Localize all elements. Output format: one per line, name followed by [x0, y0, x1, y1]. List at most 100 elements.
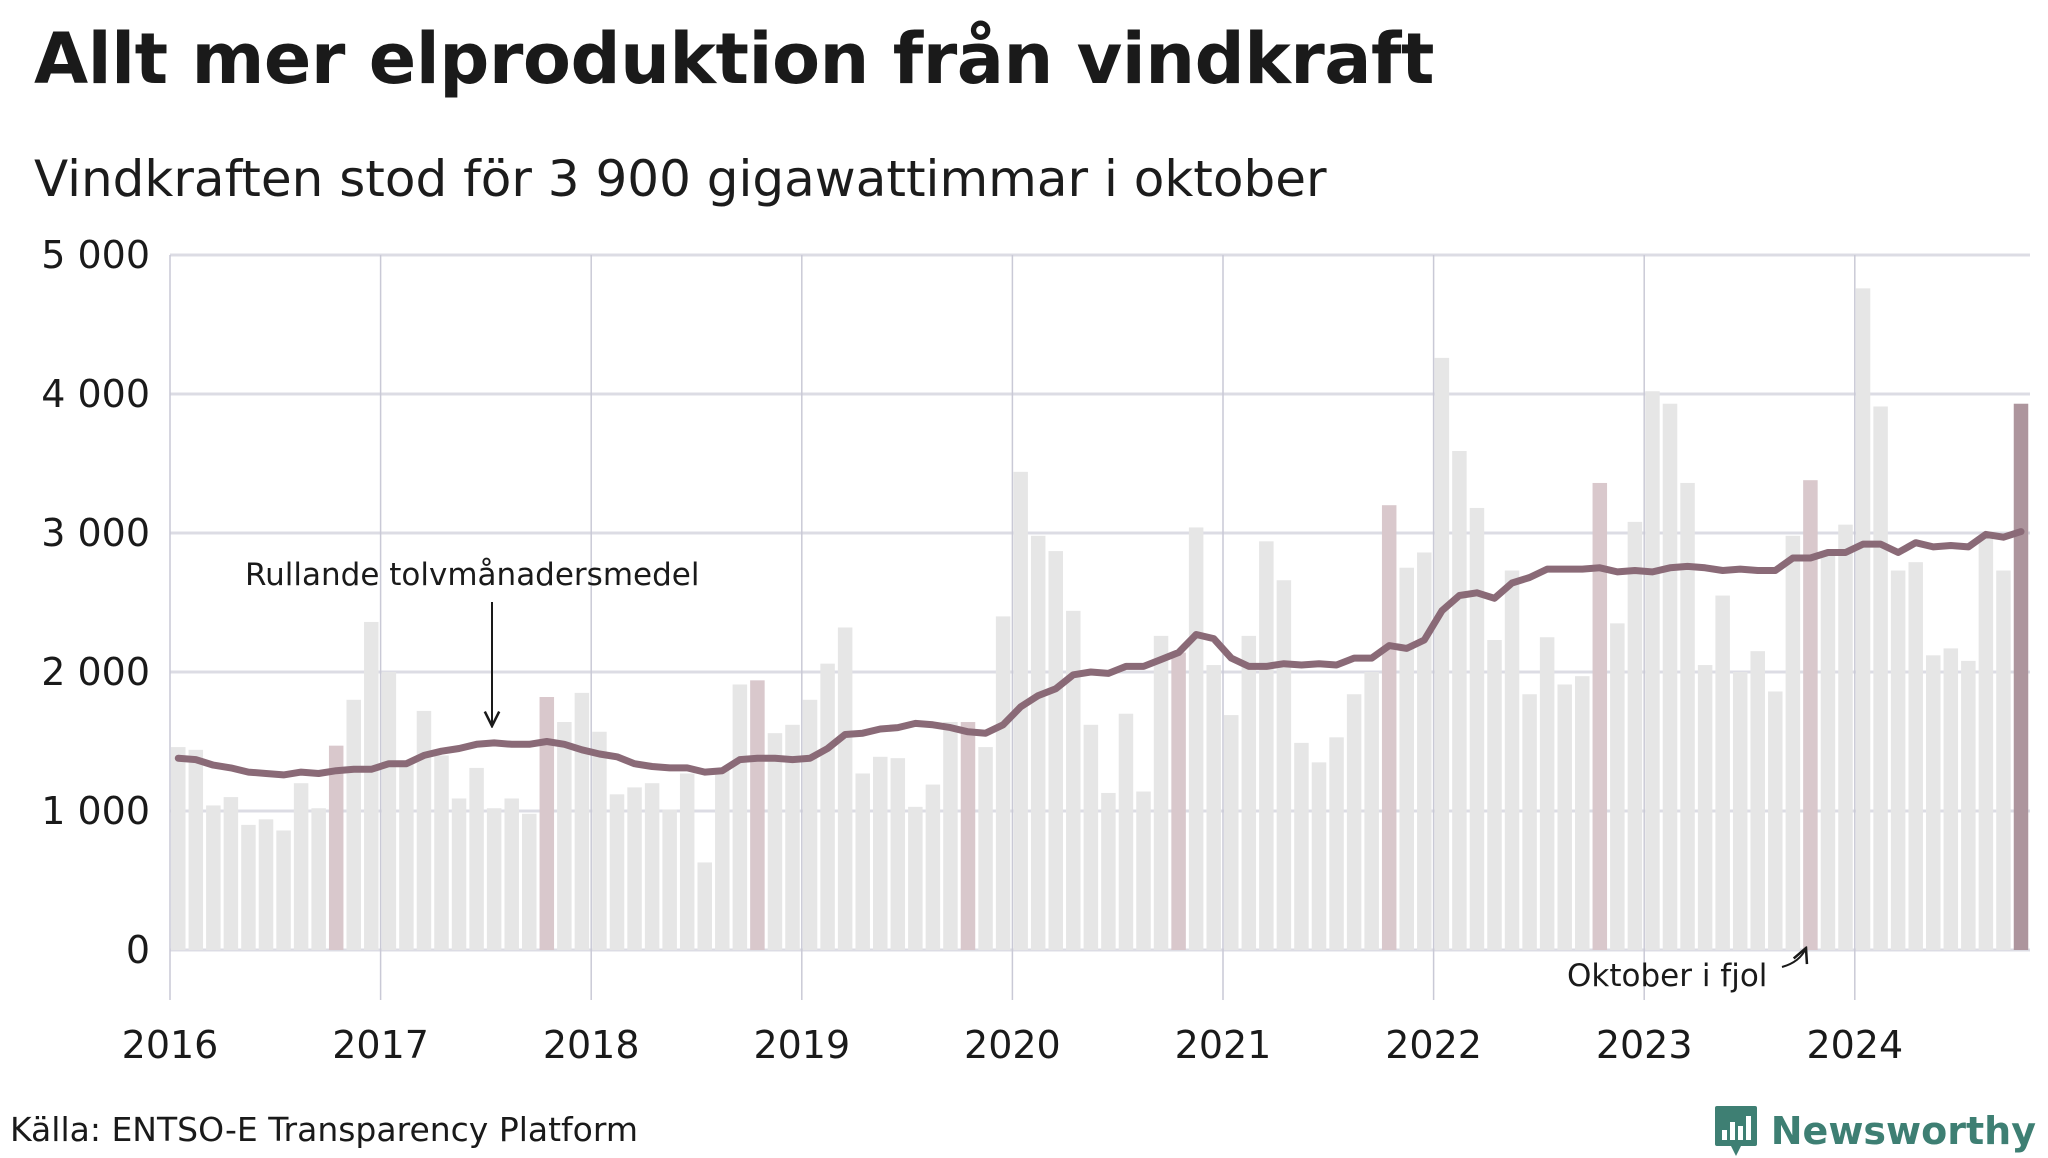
bar	[820, 663, 835, 950]
bar	[1680, 482, 1695, 950]
bar	[1417, 552, 1432, 950]
bar	[364, 621, 379, 950]
bar	[679, 773, 695, 950]
bar	[890, 758, 906, 950]
bar	[767, 733, 783, 950]
x-tick-label: 2023	[1596, 1023, 1693, 1067]
annotation-october-arrow	[1781, 948, 1806, 968]
bar	[785, 724, 800, 950]
bar	[1715, 595, 1730, 950]
bar	[1224, 715, 1239, 950]
bar	[1838, 524, 1853, 950]
bar	[1610, 623, 1625, 950]
bar	[434, 755, 449, 950]
bar	[1996, 570, 2011, 950]
annotation-rolling-label: Rullande tolvmånadersmedel	[245, 557, 699, 593]
bar	[1241, 635, 1257, 950]
bar	[1276, 580, 1292, 950]
bar	[1118, 713, 1134, 950]
bar	[1662, 403, 1678, 951]
bar	[1153, 635, 1169, 950]
bar	[469, 767, 484, 950]
bar	[1961, 660, 1976, 950]
bar-october	[328, 745, 344, 950]
axes: 0 1 000 2 000 3 000 4 000 5 000 2016 2017 2018 20…	[41, 233, 1903, 1067]
bar	[311, 808, 326, 950]
bar-october	[960, 722, 976, 950]
y-tick-label: 5 000	[41, 233, 150, 277]
bar	[399, 760, 414, 950]
bar	[1926, 655, 1941, 950]
bar	[978, 747, 993, 950]
rolling-average-line	[174, 528, 2025, 779]
x-tick-label: 2019	[753, 1023, 850, 1067]
bar	[276, 830, 291, 950]
newsworthy-logo-icon	[1714, 1106, 1757, 1156]
bar	[416, 710, 432, 950]
bar	[1873, 406, 1888, 950]
bar	[1522, 694, 1537, 950]
bar	[1504, 570, 1520, 950]
bar	[1645, 391, 1660, 951]
bar	[1539, 637, 1555, 950]
bar	[1785, 535, 1801, 950]
x-tick-label: 2017	[332, 1023, 429, 1067]
annotation-last-october: Oktober i fjol	[1567, 948, 1806, 994]
bar	[644, 783, 660, 950]
bar	[1943, 648, 1959, 950]
bar	[574, 692, 590, 950]
bar-october	[2013, 403, 2029, 951]
bar	[1732, 672, 1748, 950]
bar	[995, 616, 1011, 950]
bar	[171, 747, 186, 950]
bar	[206, 805, 221, 950]
annotation-rolling-average: Rullande tolvmånadersmedel	[245, 557, 699, 726]
annotation-october-label: Oktober i fjol	[1567, 958, 1767, 994]
bar	[592, 731, 607, 950]
y-tick-label: 3 000	[41, 511, 150, 555]
bar	[1768, 691, 1783, 950]
bar-october	[1803, 480, 1818, 950]
bar	[732, 684, 748, 950]
bar	[451, 798, 467, 950]
bar	[346, 699, 361, 950]
bar	[802, 699, 818, 950]
bar-october	[1381, 505, 1397, 950]
bar	[1206, 665, 1221, 950]
bar	[1697, 665, 1713, 950]
bar	[1452, 450, 1467, 950]
newsworthy-logo: Newsworthy	[1713, 1104, 2036, 1158]
bar	[1908, 562, 1923, 950]
bar	[627, 787, 642, 950]
bar	[1066, 610, 1081, 950]
x-tick-label: 2021	[1175, 1023, 1272, 1067]
bar	[1557, 684, 1572, 950]
bar	[381, 672, 397, 950]
bar	[1627, 521, 1643, 950]
bar	[1399, 567, 1414, 950]
bar	[837, 627, 853, 950]
bar	[1030, 535, 1046, 950]
y-tick-label: 4 000	[41, 372, 150, 416]
bar	[1487, 640, 1502, 950]
bar	[486, 808, 502, 950]
bar	[1048, 551, 1063, 950]
y-tick-label: 0	[126, 928, 150, 972]
x-tick-label: 2018	[543, 1023, 640, 1067]
x-tick-label: 2022	[1385, 1023, 1482, 1067]
bar	[1294, 742, 1309, 950]
bar	[1750, 651, 1765, 950]
bar	[1469, 507, 1485, 950]
bar	[258, 819, 274, 950]
brand-name: Newsworthy	[1770, 1109, 2036, 1153]
y-tick-label: 2 000	[41, 650, 150, 694]
bar	[188, 749, 204, 950]
bar	[1978, 538, 1994, 950]
bar	[1083, 724, 1099, 950]
bar-october	[750, 680, 765, 950]
bar	[293, 783, 309, 950]
bar	[557, 722, 572, 950]
bar	[1136, 791, 1151, 950]
bar	[943, 722, 958, 950]
bar	[223, 797, 239, 950]
